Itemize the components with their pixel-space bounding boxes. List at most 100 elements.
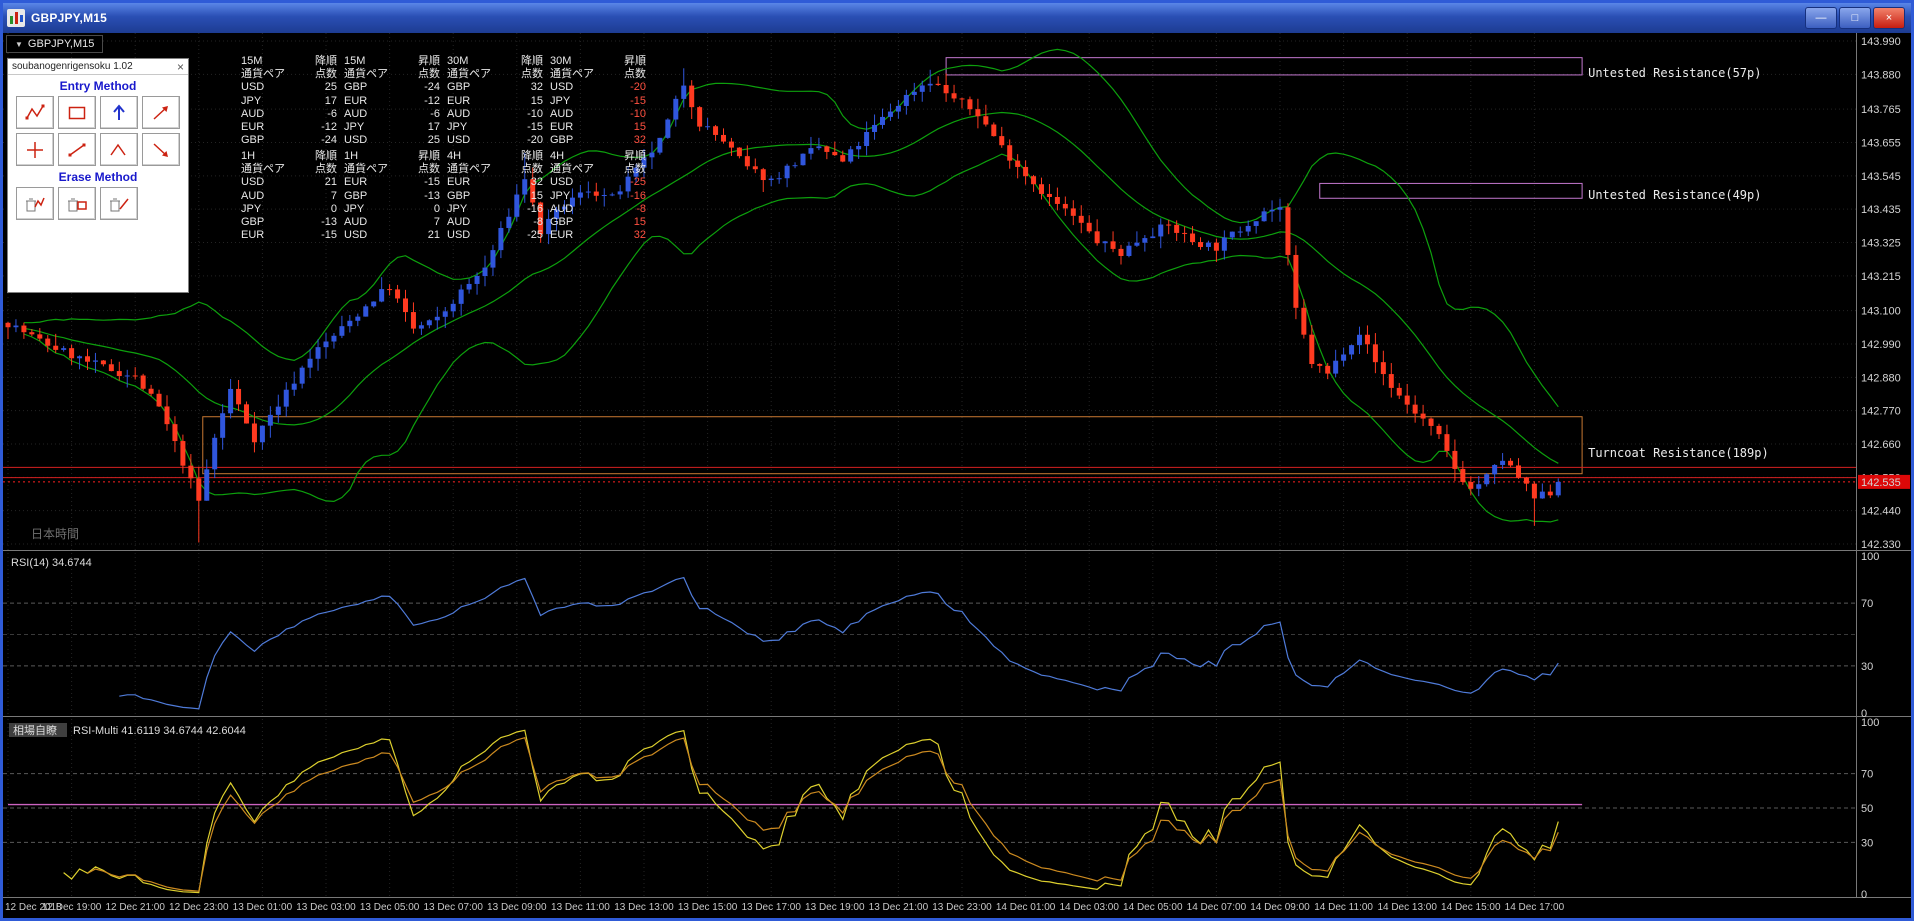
trendline-down-tool-icon <box>153 142 168 157</box>
app-icon <box>7 9 25 27</box>
strength-table-4h-asc: 4H 昇順 通貨ペア 点数 USD -25 JPY -16 AUD -8 GBP 15 EUR 32 <box>550 150 646 242</box>
time-label: 13 Dec 21:00 <box>869 902 929 913</box>
table-row: JPY 0 <box>241 202 337 215</box>
time-label: 14 Dec 17:00 <box>1505 902 1565 913</box>
zigzag-tool-button[interactable] <box>16 96 54 129</box>
crosshair-tool-icon <box>27 141 43 158</box>
crosshair-tool-button[interactable] <box>16 133 54 166</box>
minimize-button[interactable]: — <box>1805 7 1837 29</box>
strength-table-30m-desc: 30M 降順 通貨ペア 点数 GBP 32 EUR 15 AUD -10 JPY -15 USD -20 <box>447 55 543 147</box>
titlebar[interactable]: GBPJPY,M15 — □ × <box>3 3 1911 33</box>
strength-table-15m-desc: 15M 降順 通貨ペア 点数 USD 25 JPY 17 AUD -6 EUR -12 GBP -24 <box>241 55 337 147</box>
strength-table-1h-desc: 1H 降順 通貨ペア 点数 USD 21 AUD 7 JPY 0 GBP -13 EUR -15 <box>241 150 337 242</box>
erase-rectangle-tool-button[interactable] <box>58 187 96 220</box>
bollinger-mid <box>23 111 1559 464</box>
price-label: 143.435 <box>1861 204 1901 216</box>
resistance-rectangles[interactable]: Untested Resistance(57p) Untested Resista… <box>202 57 1769 475</box>
multi-line-1 <box>87 736 1559 892</box>
chart-canvas[interactable]: Untested Resistance(57p) Untested Resista… <box>3 33 1911 918</box>
table-row: JPY 17 <box>344 121 440 134</box>
table-row: GBP -24 <box>241 134 337 147</box>
table-row: EUR -15 <box>344 176 440 189</box>
tool-panel-title: soubanogenrigensoku 1.02 <box>12 61 133 72</box>
maximize-button[interactable]: □ <box>1839 7 1871 29</box>
table-row: EUR -12 <box>344 94 440 107</box>
table-subheader: 通貨ペア 点数 <box>447 163 543 176</box>
table-subheader: 通貨ペア 点数 <box>241 163 337 176</box>
table-row: AUD 7 <box>241 189 337 202</box>
trendline-down-tool-button[interactable] <box>142 133 180 166</box>
time-label: 14 Dec 03:00 <box>1059 902 1119 913</box>
tool-grid-0 <box>8 96 188 166</box>
price-label: 142.440 <box>1861 506 1901 518</box>
time-label: 13 Dec 03:00 <box>296 902 356 913</box>
table-subheader: 通貨ペア 点数 <box>447 68 543 81</box>
erase-line-tool-button[interactable] <box>100 187 138 220</box>
pane-separators[interactable] <box>3 550 1911 898</box>
erase-line-tool-icon <box>110 198 129 211</box>
table-row: JPY 0 <box>344 202 440 215</box>
time-label: 13 Dec 15:00 <box>678 902 738 913</box>
time-label: 12 Dec 23:00 <box>169 902 229 913</box>
collapse-icon[interactable]: ▼ <box>15 39 23 49</box>
current-price-label: 142.535 <box>1861 477 1901 489</box>
time-label: 14 Dec 11:00 <box>1314 902 1373 913</box>
tool-panel: soubanogenrigensoku 1.02 × Entry Method E… <box>7 58 189 293</box>
angle-tool-button[interactable] <box>100 133 138 166</box>
table-row: USD 25 <box>344 134 440 147</box>
chart-client-area: Untested Resistance(57p) Untested Resista… <box>3 33 1911 918</box>
strength-table-1h-asc: 1H 昇順 通貨ペア 点数 EUR -15 GBP -13 JPY 0 AUD 7 USD 21 <box>344 150 440 242</box>
zigzag-tool-icon <box>25 104 45 119</box>
rsi-scale-label: 30 <box>1861 661 1873 673</box>
table-row: EUR 32 <box>447 176 543 189</box>
close-icon[interactable]: × <box>176 59 184 74</box>
untested-resistance-57p-label: Untested Resistance(57p) <box>1588 66 1761 80</box>
table-row: GBP -24 <box>344 81 440 94</box>
tool-panel-titlebar: soubanogenrigensoku 1.02 × <box>8 59 188 75</box>
table-row: AUD -8 <box>447 216 543 229</box>
multi-scale-label: 0 <box>1861 889 1867 901</box>
erase-zigzag-tool-button[interactable] <box>16 187 54 220</box>
rsi-pane: RSI(14) 34.6744 100 70 30 0 <box>3 551 1879 720</box>
arrow-up-tool-button[interactable] <box>100 96 138 129</box>
table-row: AUD -8 <box>550 202 646 215</box>
turncoat-resistance-189p[interactable] <box>202 416 1583 475</box>
price-label: 143.325 <box>1861 238 1901 250</box>
time-label: 14 Dec 13:00 <box>1377 902 1437 913</box>
multi-scale-label: 100 <box>1861 717 1879 729</box>
section-label-1: Erase Method <box>58 170 138 184</box>
table-row: EUR 32 <box>550 229 646 242</box>
table-header: 15M 昇順 <box>344 55 440 67</box>
untested-resistance-57p[interactable] <box>945 57 1583 76</box>
bollinger-low <box>23 153 1559 523</box>
price-axis[interactable]: 143.990 143.880 143.765 143.655 143.545 143.4… <box>1856 33 1911 897</box>
table-header: 4H 降順 <box>447 150 543 162</box>
table-subheader: 通貨ペア 点数 <box>550 68 646 81</box>
chart-caption[interactable]: ▼ GBPJPY,M15 <box>6 35 104 53</box>
segment-tool-button[interactable] <box>58 133 96 166</box>
price-label: 143.215 <box>1861 271 1901 283</box>
trendline-up-tool-button[interactable] <box>142 96 180 129</box>
time-label: 13 Dec 11:00 <box>551 902 610 913</box>
table-row: JPY -16 <box>447 202 543 215</box>
candles <box>5 68 1561 543</box>
table-row: AUD -10 <box>447 107 543 120</box>
untested-resistance-49p[interactable] <box>1319 182 1583 199</box>
rectangle-tool-button[interactable] <box>58 96 96 129</box>
table-row: USD 21 <box>344 229 440 242</box>
main-pane-texts: 日本時間 <box>31 527 79 541</box>
time-label: 13 Dec 07:00 <box>423 902 483 913</box>
table-row: GBP 15 <box>447 189 543 202</box>
table-row: USD -20 <box>550 81 646 94</box>
close-button[interactable]: × <box>1873 7 1905 29</box>
close-icon: × <box>1885 12 1893 24</box>
time-label: 14 Dec 05:00 <box>1123 902 1183 913</box>
price-label: 143.545 <box>1861 171 1901 183</box>
horizontal-lines[interactable] <box>3 466 1856 483</box>
price-label: 142.770 <box>1861 406 1901 418</box>
table-row: EUR -15 <box>241 229 337 242</box>
rsi-scale-label: 0 <box>1861 708 1867 720</box>
multi-scale-label: 30 <box>1861 837 1873 849</box>
